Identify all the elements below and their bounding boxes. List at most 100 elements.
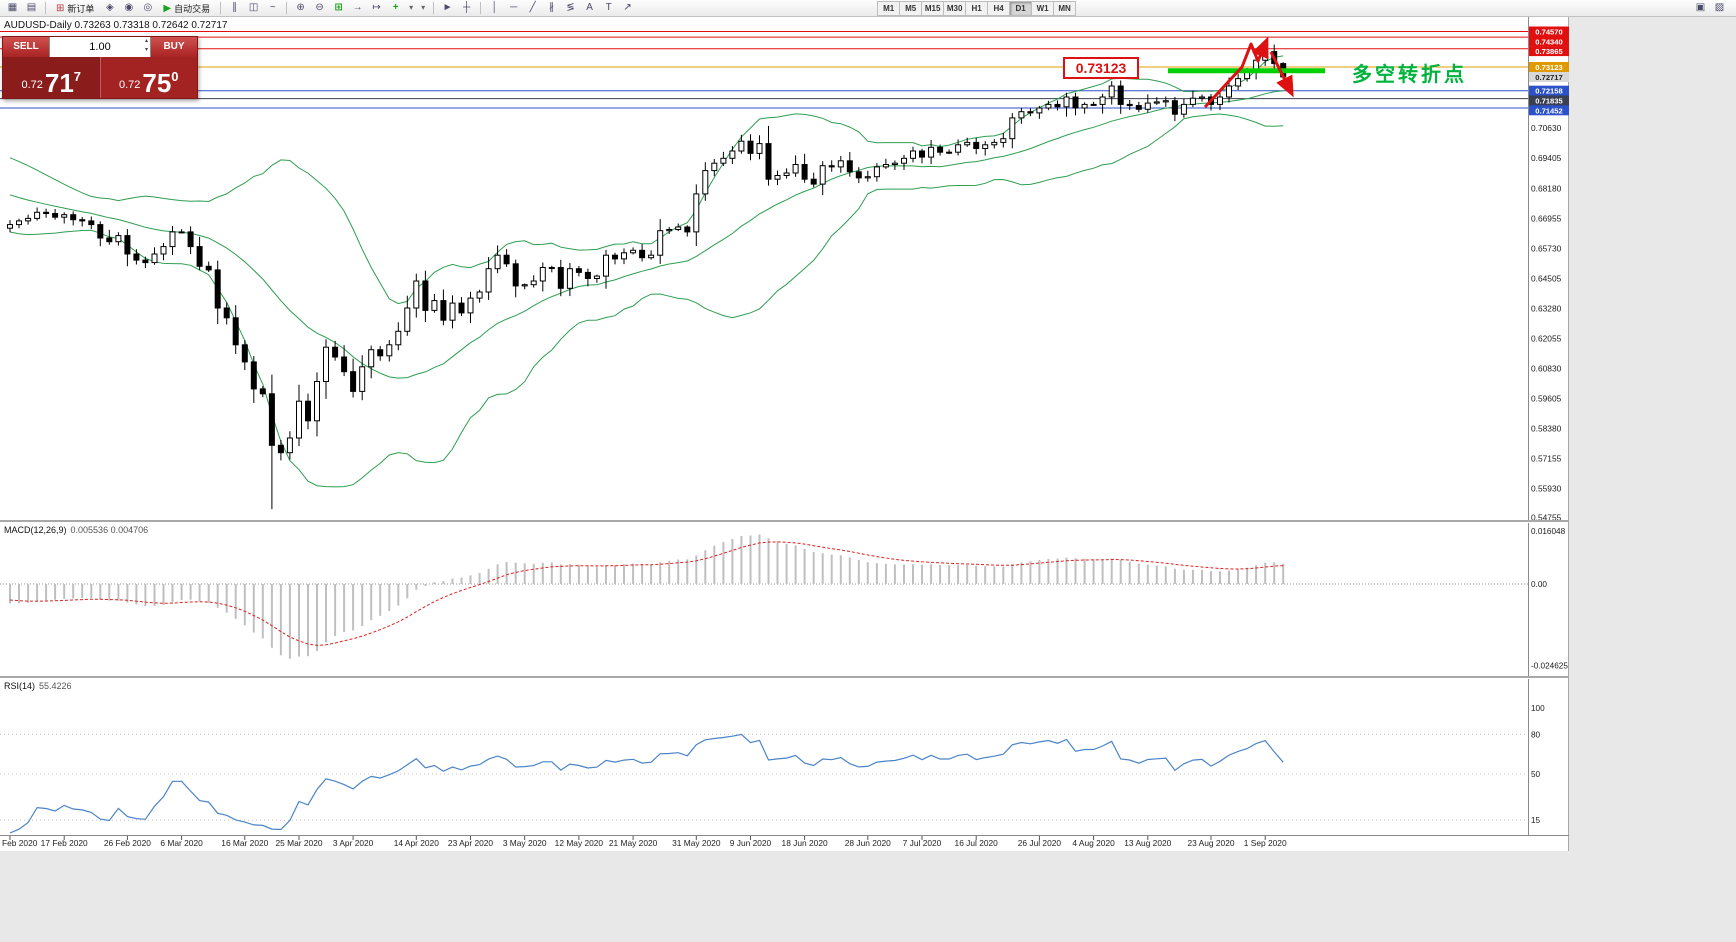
profiles-icon[interactable]: ▤ <box>26 2 37 13</box>
price-tag-label: 0.72717 <box>1535 73 1562 82</box>
timeframes-dropdown[interactable]: ▾ <box>421 3 426 12</box>
candle-body <box>124 235 131 255</box>
trend-arrow-down[interactable] <box>1269 51 1294 98</box>
candlestick-chart-icon[interactable]: ◫ <box>248 2 259 13</box>
candle-body <box>88 220 95 226</box>
candle-body <box>16 220 22 226</box>
horizontal-line-icon[interactable]: ─ <box>510 2 518 13</box>
indicators-list-dropdown[interactable]: ▾ <box>409 3 414 12</box>
buy-price-display[interactable]: 0.72 75 0 <box>99 57 197 98</box>
trend-arrow-up[interactable] <box>1203 36 1269 109</box>
volume-value: 1.00 <box>89 41 111 53</box>
candle-body <box>1144 102 1151 110</box>
x-axis-label: 3 Apr 2020 <box>333 838 374 848</box>
auto-scroll-icon[interactable]: → <box>352 2 363 13</box>
tile-windows-icon[interactable]: ⊞ <box>334 2 343 13</box>
candle-body <box>964 141 971 146</box>
indicators-icon[interactable]: + <box>392 2 399 13</box>
candle-body <box>1090 103 1097 106</box>
data-window-icon[interactable]: ◎ <box>143 2 153 13</box>
candle-body <box>1171 100 1178 115</box>
candle-body <box>774 175 781 180</box>
vertical-line-icon[interactable]: │ <box>491 2 498 13</box>
rsi-axis-label: 80 <box>1531 730 1541 739</box>
candle-body <box>539 267 546 282</box>
y-axis-label: 0.70630 <box>1531 123 1562 133</box>
candle-body <box>1018 111 1025 119</box>
candle-body <box>882 164 889 168</box>
rsi-axis-label: 100 <box>1531 704 1545 713</box>
timeframe-button-m5[interactable]: M5 <box>899 0 922 16</box>
bar-chart-icon[interactable]: ∥ <box>232 2 238 13</box>
timeframe-button-m30[interactable]: M30 <box>943 0 966 16</box>
auto-trading-button[interactable]: ▶ 自动交易 <box>158 1 215 16</box>
expert-advisors-icon[interactable]: ◈ <box>106 2 114 13</box>
candle-body <box>873 166 880 178</box>
chart-list-icon[interactable]: ▣ <box>1695 2 1706 13</box>
candle-body <box>810 178 817 185</box>
candle-body <box>557 267 564 289</box>
volume-input[interactable]: 1.00 ▴ ▾ <box>49 37 151 57</box>
popup-chart-icon[interactable]: ▨ <box>1714 2 1725 13</box>
candle-body <box>684 226 691 233</box>
new-order-button[interactable]: ⊞ 新订单 <box>51 1 99 16</box>
macd-name: MACD(12,26,9) <box>4 525 67 535</box>
macd-panel-separator[interactable] <box>0 520 1568 523</box>
sell-button[interactable]: SELL <box>3 37 49 57</box>
spinner-down-icon[interactable]: ▾ <box>144 47 148 53</box>
candle-body <box>593 275 600 280</box>
candle-body <box>575 268 582 273</box>
candle-body <box>1027 111 1034 114</box>
timeframe-button-h1[interactable]: H1 <box>965 0 988 16</box>
equidistant-channel-icon[interactable]: ∦ <box>549 2 555 13</box>
chart-shift-icon[interactable]: ↦ <box>372 2 381 13</box>
sell-price-display[interactable]: 0.72 71 7 <box>3 57 100 98</box>
timeframe-button-m15[interactable]: M15 <box>921 0 944 16</box>
price-tag[interactable] <box>1529 26 1569 37</box>
new-chart-icon[interactable]: ▦ <box>7 2 18 13</box>
zoom-in-icon[interactable]: ⊕ <box>296 2 305 13</box>
trendline-icon[interactable]: ╱ <box>529 2 536 13</box>
volume-spinner[interactable]: ▴ ▾ <box>145 37 148 55</box>
crosshair-icon[interactable]: ┼ <box>463 2 471 13</box>
text-icon[interactable]: A <box>586 2 593 13</box>
price-tag[interactable] <box>1529 36 1569 47</box>
timeframe-button-m1[interactable]: M1 <box>877 0 900 16</box>
cursor-icon[interactable]: ► <box>442 2 453 13</box>
price-tag[interactable] <box>1529 85 1569 96</box>
candle-body <box>449 302 456 321</box>
candle-body <box>648 254 655 259</box>
macd-values: 0.005536 0.004706 <box>70 525 149 535</box>
price-tag[interactable] <box>1529 72 1569 82</box>
text-label-icon[interactable]: T <box>605 2 612 13</box>
price-tag[interactable] <box>1529 95 1569 106</box>
market-watch-icon[interactable]: ◉ <box>124 2 134 13</box>
spinner-up-icon[interactable]: ▴ <box>144 38 148 44</box>
candle-body <box>675 226 682 230</box>
fibonacci-icon[interactable]: ≶ <box>566 2 575 13</box>
price-callout[interactable]: 0.73123 <box>1063 57 1139 79</box>
buy-price-prefix: 0.72 <box>118 79 141 91</box>
candle-body <box>79 219 86 222</box>
bollinger-lower-line <box>9 113 1284 488</box>
timeframe-button-d1[interactable]: D1 <box>1009 0 1032 16</box>
timeframe-button-h4[interactable]: H4 <box>987 0 1010 16</box>
x-axis-label: 31 May 2020 <box>672 838 721 848</box>
candle-body <box>1135 105 1142 110</box>
timeframe-button-mn[interactable]: MN <box>1053 0 1077 16</box>
zoom-out-icon[interactable]: ⊖ <box>315 2 324 13</box>
price-tag[interactable] <box>1529 46 1569 57</box>
price-tag[interactable] <box>1529 105 1569 116</box>
candle-body <box>937 146 944 153</box>
rsi-panel-separator[interactable] <box>0 676 1568 679</box>
timeframe-button-w1[interactable]: W1 <box>1031 0 1054 16</box>
arrows-icon[interactable]: ↗ <box>623 2 632 13</box>
turning-point-annotation[interactable]: 多空转折点 <box>1352 64 1467 86</box>
candle-body <box>305 400 311 422</box>
x-axis-label: 28 Jun 2020 <box>845 838 891 848</box>
price-tag[interactable] <box>1529 62 1569 72</box>
line-chart-icon[interactable]: ~ <box>269 2 276 13</box>
buy-button[interactable]: BUY <box>151 37 197 57</box>
chart-window <box>0 17 1569 851</box>
